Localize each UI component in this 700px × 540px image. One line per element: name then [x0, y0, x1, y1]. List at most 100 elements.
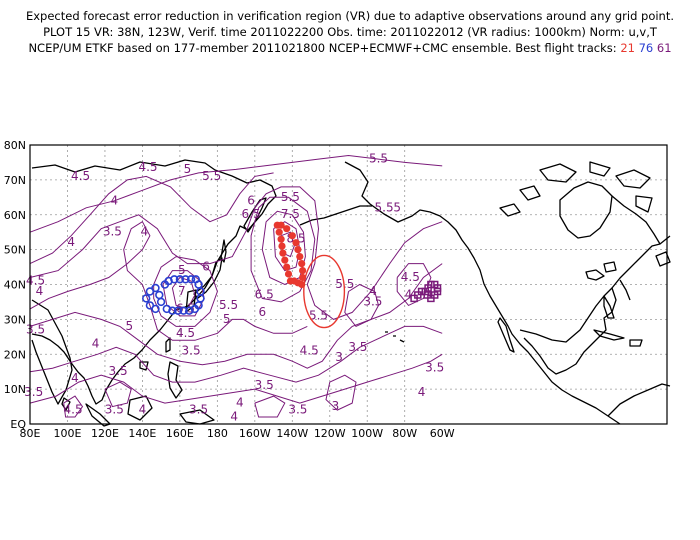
contour-label: 5 [178, 263, 186, 277]
lon-tick-label: 160E [166, 427, 194, 440]
taiwan [165, 337, 171, 353]
contour-label: 3.5 [26, 322, 45, 336]
contour-label: 5.5 [335, 277, 354, 291]
lon-tick-label: 100W [351, 427, 383, 440]
verification-region [303, 254, 346, 329]
map-frame [29, 144, 668, 425]
title-line-3-text: NCEP/UM ETKF based on 177-member 2011021… [28, 41, 617, 55]
coastlines [31, 159, 671, 427]
contour-label: 4 [236, 396, 244, 410]
track-21-point [277, 235, 285, 243]
lat-tick-label: 60N [4, 209, 26, 222]
gulf-coast [519, 287, 617, 375]
cuba [593, 329, 625, 341]
contour-labels: 4.54.545 5.566.55.57.58.55.55.5 543.5 44.54… [24, 151, 444, 423]
contour-label: 5.5 [281, 190, 300, 204]
error-reduction-contours [29, 154, 443, 418]
aleutians [299, 205, 372, 226]
track-61-point [423, 291, 431, 299]
sumatra [85, 403, 111, 427]
lat-tick-label: 40N [4, 279, 26, 292]
contour-label: 3 [335, 350, 343, 364]
track-76-point [142, 294, 151, 303]
contour-label: 3.5 [288, 403, 307, 417]
hainan [139, 361, 149, 371]
new-guinea [179, 409, 215, 425]
track-21-point [278, 242, 286, 250]
contour-line [153, 256, 218, 327]
contour-line [344, 283, 380, 328]
arctic-islands [499, 161, 653, 217]
contour-label: 4.5 [64, 403, 83, 417]
title-line-2: PLOT 15 VR: 38N, 123W, Verif. time 20110… [43, 25, 657, 39]
contour-label: 4.5 [300, 343, 319, 357]
track-21-point [288, 232, 296, 240]
title-line-1: Expected forecast error reduction in ver… [25, 9, 675, 23]
track-21-point [279, 249, 287, 257]
lon-tick-label: 140E [128, 427, 156, 440]
lon-tick-label: 100E [53, 427, 81, 440]
contour-label: 6 [202, 260, 210, 274]
contour-label: 7 [178, 284, 186, 298]
track-21-point [299, 273, 307, 282]
contour-label: 4.5 [138, 160, 157, 174]
track-21-point [299, 267, 307, 275]
philippines [167, 361, 183, 399]
lon-tick-label: 120E [91, 427, 119, 440]
hawaii [385, 331, 405, 343]
vr-circle [303, 254, 346, 329]
lat-tick-label: 10N [4, 383, 26, 396]
track-76-point [145, 287, 155, 296]
lat-tick-label: EQ [10, 418, 26, 431]
labrador [611, 195, 661, 245]
track-76-point [179, 306, 188, 315]
contour-label: 4.5 [176, 326, 195, 340]
track-76-point [151, 304, 160, 314]
track-76-point [160, 280, 170, 289]
contour-label: 5.5 [309, 308, 328, 322]
track-21-label: 21 [620, 41, 635, 55]
contour-label: 3.5 [105, 403, 124, 417]
track-76-label: 76 [638, 41, 654, 55]
contour-label: 5.5 [375, 200, 394, 214]
east-coast [611, 235, 671, 301]
baja [497, 317, 515, 353]
contour-label: 4 [405, 287, 413, 301]
contour-label: 3.5 [189, 403, 208, 417]
contour-line [63, 395, 84, 418]
contour-line [29, 325, 443, 383]
track-61-label: 61 [656, 41, 672, 55]
contour-line [104, 381, 132, 408]
contour-label: 5.5 [369, 151, 388, 165]
track-76-point [185, 306, 194, 315]
lat-tick-label: 70N [4, 174, 26, 187]
track-21-point [283, 225, 291, 233]
contour-label: 3.5 [24, 385, 43, 399]
lon-tick-label: 80E [20, 427, 41, 440]
contour-label: 4.5 [71, 169, 90, 183]
contour-label: 6.5 [242, 207, 261, 221]
contour-line [29, 154, 443, 233]
florida [603, 295, 615, 319]
lat-tick-label: 30N [4, 313, 26, 326]
contour-label: 4 [369, 284, 377, 298]
contour-label: 6.5 [255, 287, 274, 301]
contour-label: 3.5 [363, 294, 382, 308]
track-21-point [294, 246, 302, 254]
contour-line [29, 353, 443, 404]
contour-label: 3.5 [348, 340, 367, 354]
plot-border [29, 144, 668, 425]
contour-label: 4 [139, 403, 147, 417]
track-21-point [283, 263, 291, 271]
contour-line [29, 263, 443, 369]
contour-label: 6 [258, 305, 266, 319]
flight-tracks [142, 221, 442, 315]
contour-label: 4 [418, 385, 426, 399]
contour-label: 4.5 [401, 270, 420, 284]
contour-label: 4 [71, 371, 79, 385]
contour-label: 5 [223, 312, 231, 326]
track-76-point [155, 290, 164, 300]
contour-line [325, 374, 357, 411]
